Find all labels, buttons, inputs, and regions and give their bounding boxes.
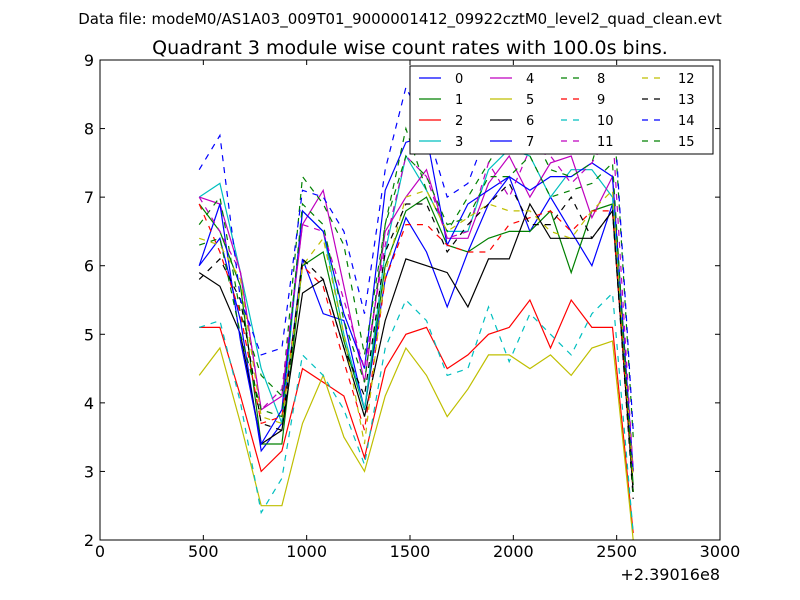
series-line-5 bbox=[198, 340, 634, 541]
series-line-9 bbox=[198, 203, 634, 493]
y-tick-label: 7 bbox=[84, 188, 94, 207]
legend-label-6: 6 bbox=[526, 114, 534, 129]
legend-label-13: 13 bbox=[678, 93, 695, 108]
data-file-label: Data file: modeM0/AS1A03_009T01_90000014… bbox=[78, 10, 722, 29]
series-line-4 bbox=[199, 154, 634, 472]
legend-label-7: 7 bbox=[526, 135, 534, 150]
legend-label-1: 1 bbox=[455, 93, 463, 108]
chart-title: Quadrant 3 module wise count rates with … bbox=[152, 37, 668, 59]
series-line-10 bbox=[199, 291, 634, 534]
axis-ticks: 0 500 1000 1500 2000 2500 3000 2 3 4 5 6 7 8 9 bbox=[84, 51, 741, 561]
legend-label-10: 10 bbox=[597, 114, 614, 129]
y-tick-label: 9 bbox=[84, 51, 94, 70]
legend-label-8: 8 bbox=[597, 72, 605, 87]
legend-label-3: 3 bbox=[455, 135, 463, 150]
legend-frame bbox=[409, 65, 714, 155]
x-tick-label: 500 bbox=[188, 542, 219, 561]
y-tick-label: 4 bbox=[84, 394, 94, 413]
x-tick-label: 1500 bbox=[390, 542, 431, 561]
y-tick-label: 8 bbox=[84, 120, 94, 139]
legend-label-12: 12 bbox=[678, 72, 695, 87]
y-tick-label: 6 bbox=[84, 257, 94, 276]
series-line-3 bbox=[198, 148, 634, 472]
legend-label-4: 4 bbox=[526, 72, 534, 87]
legend-label-9: 9 bbox=[597, 93, 605, 108]
series-line-11 bbox=[198, 126, 634, 472]
series-line-8 bbox=[198, 94, 634, 438]
y-tick-label: 5 bbox=[84, 325, 94, 344]
x-tick-label: 0 bbox=[95, 542, 105, 561]
x-tick-label: 1000 bbox=[286, 542, 327, 561]
x-tick-label: 2000 bbox=[493, 542, 534, 561]
legend-label-14: 14 bbox=[678, 114, 695, 129]
series-line-1 bbox=[198, 196, 634, 486]
series-line-6 bbox=[198, 202, 634, 493]
x-offset-label: +2.39016e8 bbox=[620, 565, 720, 584]
legend-label-0: 0 bbox=[455, 72, 463, 87]
y-tick-label: 2 bbox=[84, 531, 94, 550]
series-line-15 bbox=[199, 154, 634, 493]
legend-label-11: 11 bbox=[597, 135, 614, 150]
y-tick-label: 3 bbox=[84, 462, 94, 481]
legend-label-5: 5 bbox=[526, 93, 534, 108]
x-tick-label: 3000 bbox=[700, 542, 741, 561]
legend-label-2: 2 bbox=[455, 114, 463, 129]
x-tick-label: 2500 bbox=[596, 542, 637, 561]
legend-label-15: 15 bbox=[678, 135, 695, 150]
series-line-2 bbox=[199, 298, 634, 534]
